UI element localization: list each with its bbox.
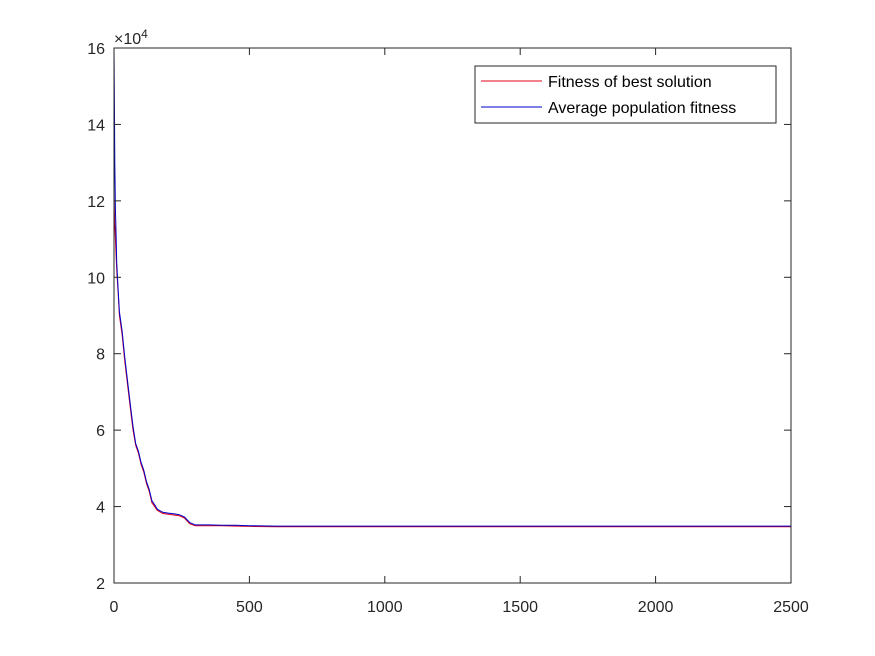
y-tick-label: 16 [87,41,105,58]
x-tick-label: 2500 [773,599,809,616]
y-tick-label: 12 [87,194,105,211]
series-line-average-fitness [113,47,791,527]
legend-box [474,65,777,124]
y-tick-label: 6 [96,423,105,440]
series-layer [113,47,791,528]
legend-label-average: Average population fitness [548,100,736,117]
ticks-layer: 0 500 1000 1500 2000 2500 2 4 6 8 10 12 14 16 [87,41,809,616]
svg-text:×104: ×104 [114,27,148,48]
axes-box [113,47,792,584]
legend-label-best: Fitness of best solution [548,74,712,91]
y-tick-label: 8 [96,347,105,364]
plot-area [114,48,791,583]
y-tick-label: 2 [96,576,105,593]
x-tick-label: 2000 [638,599,674,616]
x-tick-label: 0 [110,599,119,616]
y-exponent-power: 4 [141,27,148,41]
x-tick-label: 1000 [367,599,403,616]
x-tick-label: 1500 [502,599,538,616]
y-tick-label: 10 [87,270,105,287]
x-tick-label: 500 [236,599,263,616]
y-tick-label: 14 [87,117,105,134]
legend: Fitness of best solution Average populat… [474,65,777,124]
y-exponent-label: ×104 [114,27,148,48]
y-tick-label: 4 [96,500,105,517]
y-exponent-base: ×10 [114,31,141,48]
